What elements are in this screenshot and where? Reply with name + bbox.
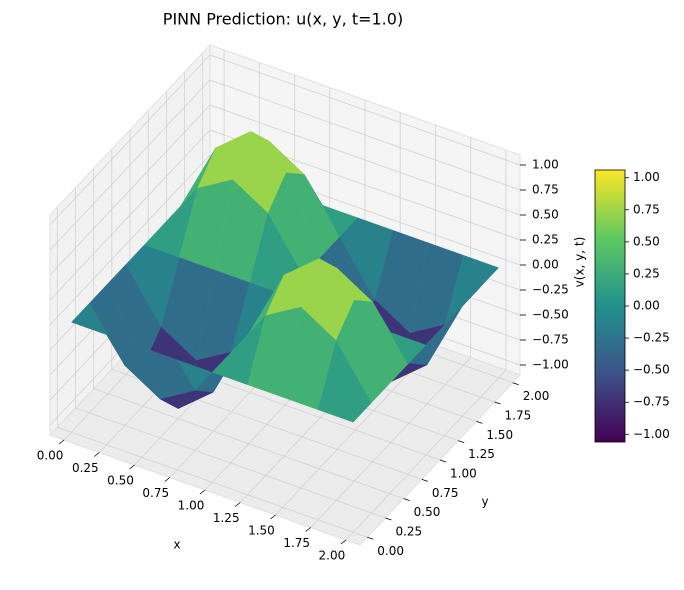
z-tick-label: −1.00: [532, 358, 569, 372]
x-tick-label: 0.75: [142, 486, 169, 500]
grid-line: [209, 104, 521, 216]
colorbar-tick-label: 0.50: [633, 234, 660, 248]
y-tick-label: 1.00: [450, 467, 477, 481]
grid-line: [49, 79, 211, 251]
grid-line: [49, 129, 211, 301]
colorbar-tick-label: −0.50: [633, 363, 670, 377]
z-tick-label: 1.00: [532, 158, 559, 172]
z-tick-label: 0.25: [532, 233, 559, 247]
y-tick: [476, 420, 483, 424]
x-tick-label: 2.00: [319, 549, 346, 563]
x-tick-label: 0.00: [37, 449, 64, 463]
colorbar-tick-label: −0.75: [633, 395, 670, 409]
x-tick: [129, 464, 135, 470]
z-tick-label: 0.75: [532, 183, 559, 197]
grid-line: [209, 54, 521, 166]
z-tick-label: 0.00: [532, 258, 559, 272]
x-tick: [58, 439, 65, 445]
x-tick: [164, 477, 171, 482]
z-tick-label: 0.50: [532, 208, 559, 222]
grid-line: [49, 104, 211, 276]
x-tick-label: 1.25: [213, 511, 240, 525]
y-tick-label: 0.00: [377, 544, 404, 558]
y-tick-label: 2.00: [523, 389, 550, 403]
x-tick: [270, 514, 276, 520]
grid-line: [93, 388, 404, 500]
colorbar-tick-label: −1.00: [633, 427, 670, 441]
colorbar-tick-label: 1.00: [633, 170, 660, 184]
y-tick: [385, 517, 392, 521]
z-tick-label: −0.25: [532, 283, 569, 297]
y-tick-label: 1.75: [505, 409, 532, 423]
x-tick: [340, 539, 347, 545]
y-tick: [367, 536, 374, 540]
y-tick: [439, 459, 447, 463]
colorbar-tick-label: 0.75: [633, 202, 660, 216]
y-tick-label: 1.25: [468, 447, 495, 461]
x-tick: [94, 452, 100, 457]
x-tick-label: 1.75: [283, 536, 310, 550]
y-tick-label: 0.75: [432, 486, 459, 500]
chart-title: PINN Prediction: u(x, y, t=1.0): [163, 10, 403, 29]
x-tick-label: 1.00: [178, 499, 205, 513]
y-tick: [458, 440, 465, 444]
z-axis-label: v(x, y, t): [573, 237, 587, 288]
colorbar: [594, 169, 626, 443]
grid-line: [49, 54, 211, 226]
grid-line: [49, 154, 211, 326]
grid-line: [75, 407, 386, 519]
x-tick: [234, 502, 241, 507]
x-tick: [305, 527, 311, 532]
x-axis-label: x: [173, 538, 180, 552]
x-tick-label: 0.50: [107, 474, 134, 488]
y-tick-label: 0.25: [395, 524, 422, 538]
y-tick: [494, 401, 501, 405]
y-tick-label: 1.50: [486, 428, 513, 442]
surface-patch: [317, 340, 372, 423]
colorbar-tick-label: 0.25: [633, 266, 660, 280]
z-tick-label: −0.50: [532, 308, 569, 322]
x-tick-label: 1.50: [248, 524, 275, 538]
y-tick: [403, 498, 410, 502]
z-tick-label: −0.75: [532, 333, 569, 347]
y-tick: [512, 382, 519, 386]
grid-line: [57, 426, 368, 538]
y-tick-label: 0.50: [414, 505, 441, 519]
colorbar-tick-label: 0.00: [633, 299, 660, 313]
y-axis-label: y: [481, 495, 488, 509]
y-tick: [421, 478, 428, 482]
x-tick-label: 0.25: [72, 461, 99, 475]
x-tick: [199, 489, 206, 495]
grid-line: [209, 79, 521, 191]
colorbar-tick-label: −0.25: [633, 331, 670, 345]
